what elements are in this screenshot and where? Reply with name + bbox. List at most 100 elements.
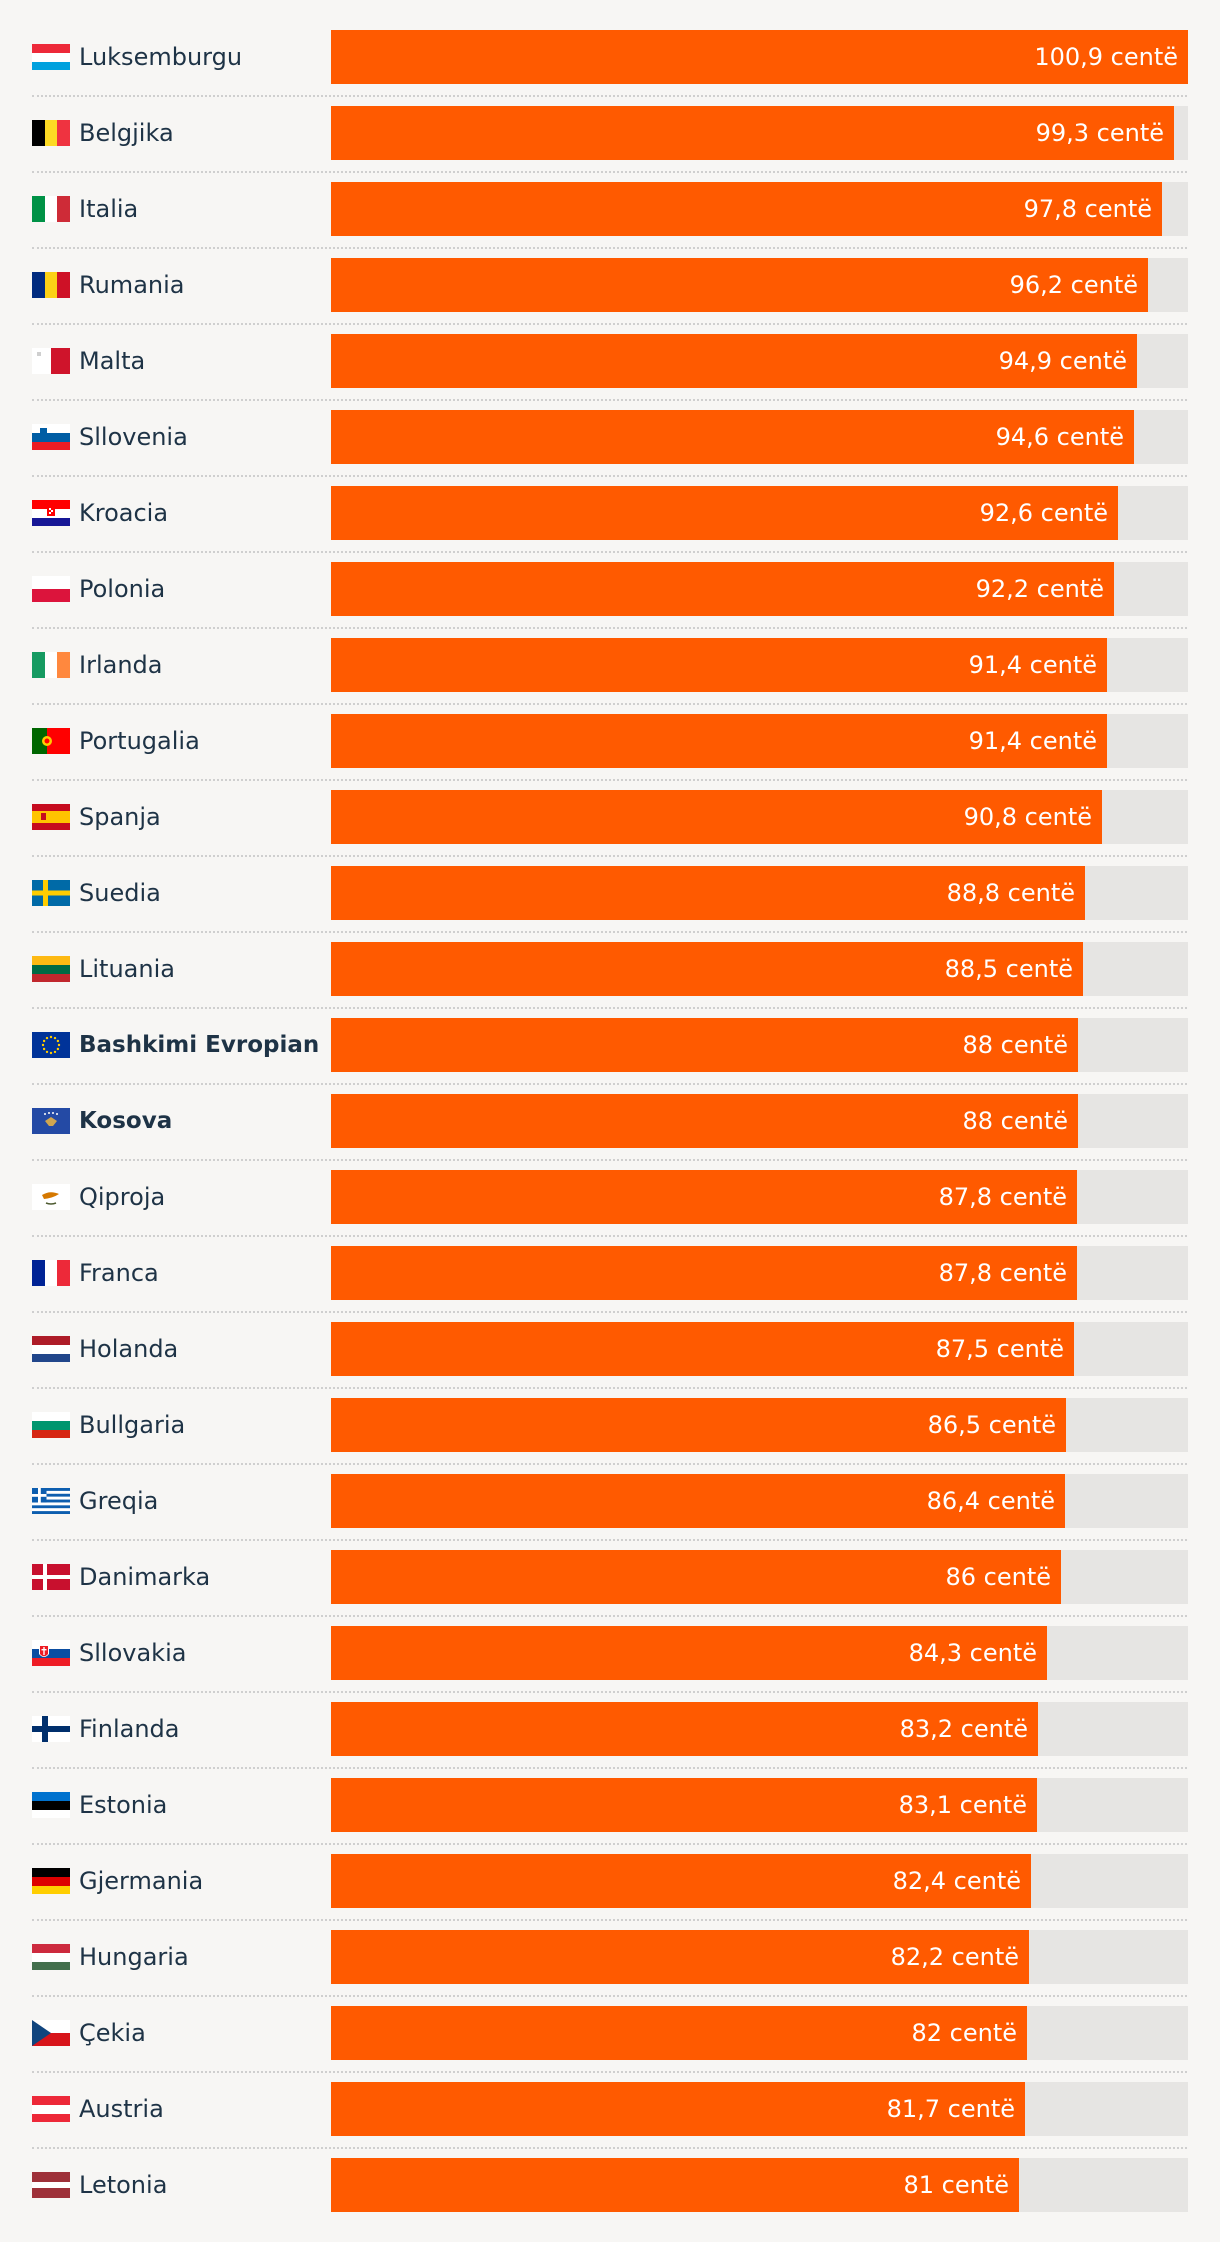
value-label: 91,4 centë <box>968 651 1097 679</box>
latvia-flag-icon <box>32 2172 70 2198</box>
greece-flag-icon <box>32 1488 70 1514</box>
bar <box>331 942 1083 996</box>
row-divider <box>32 1995 1187 1997</box>
lithuania-flag-icon <box>32 956 70 982</box>
row-divider <box>32 1919 1187 1921</box>
category-label: Greqia <box>79 1487 159 1515</box>
row-divider <box>32 1235 1187 1237</box>
bar <box>331 486 1118 540</box>
bar-track: 88,8 centë <box>331 866 1188 920</box>
value-label: 86,4 centë <box>926 1487 1055 1515</box>
row-divider <box>32 855 1187 857</box>
row-divider <box>32 399 1187 401</box>
bar <box>331 1246 1077 1300</box>
value-label: 82 centë <box>911 2019 1017 2047</box>
bar <box>331 1398 1066 1452</box>
category-label: Bullgaria <box>79 1411 186 1439</box>
bar-row: Danimarka 86 centë <box>0 1550 1220 1626</box>
row-divider <box>32 1691 1187 1693</box>
category-label: Malta <box>79 347 146 375</box>
bar-track: 88 centë <box>331 1094 1188 1148</box>
row-divider <box>32 703 1187 705</box>
luxembourg-flag-icon <box>32 44 70 70</box>
row-divider <box>32 1311 1187 1313</box>
bar <box>331 866 1085 920</box>
category-label: Italia <box>79 195 139 223</box>
bar-track: 92,6 centë <box>331 486 1188 540</box>
italy-flag-icon <box>32 196 70 222</box>
bar <box>331 638 1107 692</box>
bar-row: Greqia 86,4 centë <box>0 1474 1220 1550</box>
bar-row: Italia 97,8 centë <box>0 182 1220 258</box>
bar-track: 83,1 centë <box>331 1778 1188 1832</box>
bar-row: Rumania 96,2 centë <box>0 258 1220 334</box>
bar-row: Gjermania 82,4 centë <box>0 1854 1220 1930</box>
category-label: Suedia <box>79 879 161 907</box>
row-divider <box>32 1159 1187 1161</box>
bar <box>331 30 1188 84</box>
czechia-flag-icon <box>32 2020 70 2046</box>
value-label: 100,9 centë <box>1034 43 1178 71</box>
bar-track: 82,2 centë <box>331 1930 1188 1984</box>
row-divider <box>32 95 1187 97</box>
bar <box>331 106 1174 160</box>
belgium-flag-icon <box>32 120 70 146</box>
bar-row: Austria 81,7 centë <box>0 2082 1220 2158</box>
bar-track: 94,6 centë <box>331 410 1188 464</box>
row-divider <box>32 1007 1187 1009</box>
bar-row: Luksemburgu 100,9 centë <box>0 30 1220 106</box>
bar-track: 86,4 centë <box>331 1474 1188 1528</box>
bar-track: 100,9 centë <box>331 30 1188 84</box>
denmark-flag-icon <box>32 1564 70 1590</box>
bar <box>331 182 1162 236</box>
bar <box>331 258 1148 312</box>
austria-flag-icon <box>32 2096 70 2122</box>
row-divider <box>32 2071 1187 2073</box>
value-label: 87,8 centë <box>938 1183 1067 1211</box>
value-label: 90,8 centë <box>963 803 1092 831</box>
value-label: 88 centë <box>962 1031 1068 1059</box>
category-label: Hungaria <box>79 1943 189 1971</box>
germany-flag-icon <box>32 1868 70 1894</box>
bar-row: Qiproja 87,8 centë <box>0 1170 1220 1246</box>
row-divider <box>32 1083 1187 1085</box>
value-label: 99,3 centë <box>1035 119 1164 147</box>
finland-flag-icon <box>32 1716 70 1742</box>
bar-track: 88,5 centë <box>331 942 1188 996</box>
bar-track: 99,3 centë <box>331 106 1188 160</box>
bar-row: Sllovakia 84,3 centë <box>0 1626 1220 1702</box>
row-divider <box>32 1767 1187 1769</box>
bar <box>331 562 1114 616</box>
row-divider <box>32 1463 1187 1465</box>
bar <box>331 790 1102 844</box>
bar-track: 91,4 centë <box>331 714 1188 768</box>
bar-row: Polonia 92,2 centë <box>0 562 1220 638</box>
row-divider <box>32 247 1187 249</box>
category-label: Çekia <box>79 2019 146 2047</box>
value-label: 84,3 centë <box>908 1639 1037 1667</box>
row-divider <box>32 1387 1187 1389</box>
value-label: 86,5 centë <box>927 1411 1056 1439</box>
category-label: Irlanda <box>79 651 163 679</box>
bar-track: 87,5 centë <box>331 1322 1188 1376</box>
category-label: Austria <box>79 2095 164 2123</box>
category-label: Letonia <box>79 2171 168 2199</box>
bar-row: Kosova 88 centë <box>0 1094 1220 1170</box>
bar-row: Kroacia 92,6 centë <box>0 486 1220 562</box>
bar-track: 91,4 centë <box>331 638 1188 692</box>
category-label: Qiproja <box>79 1183 166 1211</box>
bar <box>331 1702 1038 1756</box>
bar-track: 86,5 centë <box>331 1398 1188 1452</box>
bar <box>331 2082 1025 2136</box>
value-label: 88,8 centë <box>946 879 1075 907</box>
bar-track: 88 centë <box>331 1018 1188 1072</box>
poland-flag-icon <box>32 576 70 602</box>
bar-row: Suedia 88,8 centë <box>0 866 1220 942</box>
bar-row: Bashkimi Evropian 88 centë <box>0 1018 1220 1094</box>
category-label: Polonia <box>79 575 166 603</box>
row-divider <box>32 1615 1187 1617</box>
bar <box>331 1322 1074 1376</box>
bar-row: Letonia 81 centë <box>0 2158 1220 2234</box>
bar-row: Hungaria 82,2 centë <box>0 1930 1220 2006</box>
